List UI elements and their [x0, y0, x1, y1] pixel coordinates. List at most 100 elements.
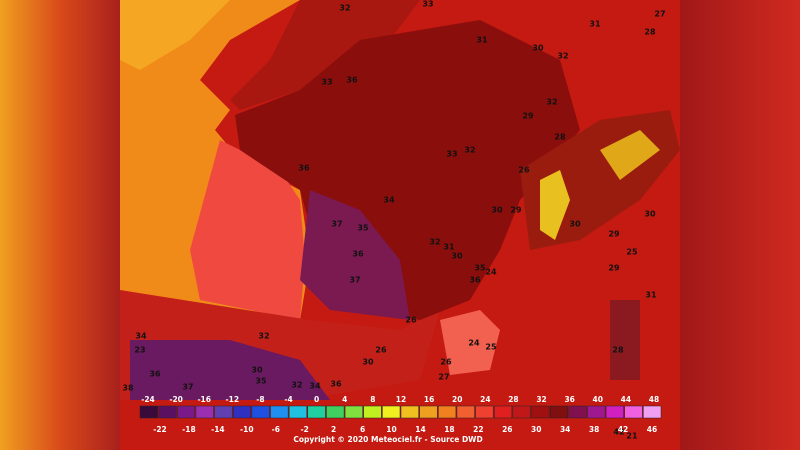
scale-top-label: 28 — [508, 395, 518, 404]
scale-top-label: 12 — [396, 395, 406, 404]
temperature-label: 37 — [349, 276, 360, 285]
temperature-label: 26 — [440, 358, 452, 367]
temperature-label: 36 — [346, 76, 358, 85]
copyright: Copyright © 2020 Meteociel.fr - Source D… — [293, 435, 482, 444]
temperature-label: 31 — [645, 291, 657, 300]
temperature-label: 31 — [589, 20, 601, 29]
temperature-label: 24 — [468, 339, 480, 348]
scale-swatch — [363, 405, 382, 419]
temperature-label: 29 — [608, 230, 620, 239]
scale-bottom-label: 30 — [531, 425, 541, 434]
temperature-label: 32 — [429, 238, 440, 247]
scale-top-label: 24 — [480, 395, 490, 404]
scale-bottom-label: 46 — [647, 425, 657, 434]
temperature-label: 32 — [557, 52, 568, 61]
temperature-label: 28 — [612, 346, 624, 355]
temperature-label: 30 — [362, 358, 374, 367]
temperature-label: 36 — [469, 276, 481, 285]
scale-swatch — [195, 405, 214, 419]
scale-swatch — [456, 405, 475, 419]
scale-bottom-label: 6 — [360, 425, 365, 434]
scale-swatch — [326, 405, 345, 419]
scale-bottom-label: 22 — [473, 425, 483, 434]
scale-top-label: -16 — [197, 395, 211, 404]
temperature-label: 29 — [608, 264, 620, 273]
temperature-label: 28 — [644, 28, 656, 37]
temperature-label: 36 — [352, 250, 364, 259]
temperature-label: 29 — [522, 112, 534, 121]
scale-swatch — [139, 405, 158, 419]
temperature-label: 37 — [182, 383, 193, 392]
scale-bottom-label: 34 — [560, 425, 570, 434]
temperature-label: 30 — [644, 210, 656, 219]
scale-top-label: 36 — [564, 395, 574, 404]
temperature-label: 32 — [291, 381, 302, 390]
scale-swatch — [512, 405, 531, 419]
scale-swatch — [251, 405, 270, 419]
temperature-label: 30 — [532, 44, 544, 53]
scale-swatch — [643, 405, 662, 419]
scale-swatch — [382, 405, 401, 419]
temperature-label: 32 — [546, 98, 557, 107]
temperature-label: 33 — [321, 78, 332, 87]
scale-swatch — [177, 405, 196, 419]
temperature-label: 36 — [149, 370, 161, 379]
scale-bottom-label: 42 — [618, 425, 628, 434]
scale-swatch — [307, 405, 326, 419]
scale-top-label: 0 — [314, 395, 319, 404]
temperature-label: 24 — [485, 268, 497, 277]
scale-swatch — [158, 405, 177, 419]
temperature-label: 30 — [491, 206, 503, 215]
scale-swatch — [400, 405, 419, 419]
temperature-label: 28 — [554, 133, 566, 142]
temperature-label: 37 — [331, 220, 342, 229]
temperature-label: 34 — [383, 196, 395, 205]
scale-swatch — [493, 405, 513, 419]
temperature-label: 31 — [476, 36, 488, 45]
temperature-label: 33 — [422, 0, 433, 9]
scale-bottom-label: -14 — [211, 425, 225, 434]
scale-swatch — [624, 405, 643, 419]
temperature-label: 36 — [330, 380, 342, 389]
temperature-label: 25 — [626, 248, 638, 257]
temperature-label: 27 — [438, 373, 449, 382]
temperature-label: 21 — [626, 432, 638, 441]
scale-bottom-label: 14 — [415, 425, 425, 434]
blurred-right — [680, 0, 800, 450]
scale-top-label: -8 — [256, 395, 264, 404]
scale-swatch — [344, 405, 363, 419]
temperature-label: 32 — [339, 4, 350, 13]
scale-bottom-label: -10 — [240, 425, 254, 434]
temperature-label: 32 — [258, 332, 269, 341]
scale-swatch — [549, 405, 569, 419]
scale-swatch — [419, 405, 438, 419]
temperature-label: 35 — [357, 224, 369, 233]
map — [120, 0, 680, 450]
temperature-label: 30 — [451, 252, 463, 261]
scale-swatch — [587, 405, 606, 419]
temperature-label: 36 — [298, 164, 310, 173]
scale-bottom-label: -18 — [182, 425, 196, 434]
temperature-label: 33 — [446, 150, 457, 159]
temperature-label: 38 — [122, 384, 134, 393]
temperature-label: 34 — [309, 382, 321, 391]
temperature-label: 23 — [134, 346, 145, 355]
scale-top-label: 20 — [452, 395, 462, 404]
scale-top-label: 4 — [342, 395, 347, 404]
scale-top-label: -20 — [169, 395, 183, 404]
temperature-label: 34 — [135, 332, 147, 341]
scale-bottom-label: -2 — [301, 425, 309, 434]
scale-top-label: 16 — [424, 395, 434, 404]
scale-top-label: -4 — [284, 395, 292, 404]
scale-bottom-label: 18 — [444, 425, 454, 434]
scale-bottom-label: 38 — [589, 425, 599, 434]
temperature-label: 35 — [255, 377, 267, 386]
scale-top-label: 8 — [370, 395, 375, 404]
scale-bottom-label: -22 — [153, 425, 167, 434]
scale-top-label: -24 — [141, 395, 155, 404]
scale-bottom-label: 26 — [502, 425, 512, 434]
scale-swatch — [214, 405, 233, 419]
temperature-label: 35 — [474, 264, 486, 273]
temperature-label: 42 — [613, 428, 624, 437]
